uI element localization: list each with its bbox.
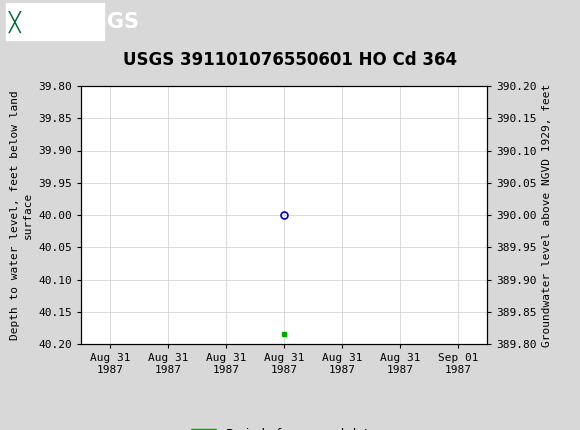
Y-axis label: Groundwater level above NGVD 1929, feet: Groundwater level above NGVD 1929, feet [542, 83, 552, 347]
Text: ╳: ╳ [9, 10, 20, 33]
Text: USGS 391101076550601 HO Cd 364: USGS 391101076550601 HO Cd 364 [123, 51, 457, 69]
Legend: Period of approved data: Period of approved data [186, 423, 382, 430]
Bar [6, 3, 104, 40]
Y-axis label: Depth to water level, feet below land
surface: Depth to water level, feet below land su… [10, 90, 33, 340]
Text: USGS: USGS [75, 12, 139, 31]
